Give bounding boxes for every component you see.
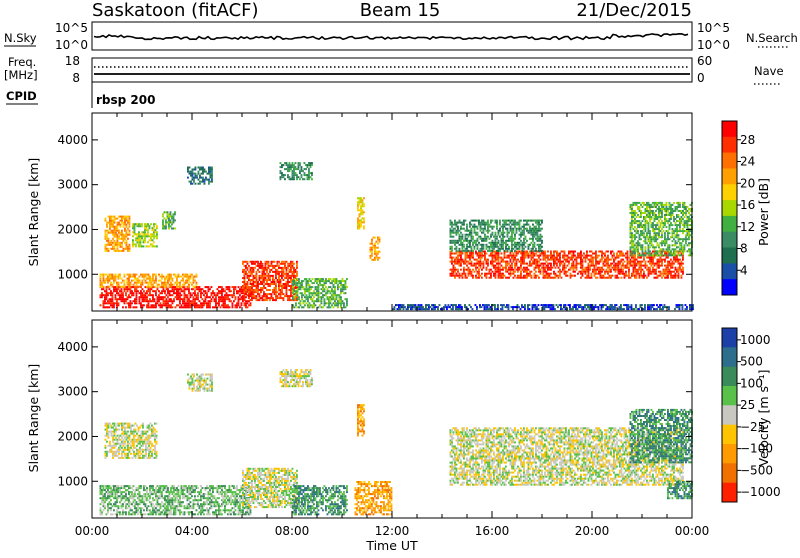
velocity-y-axis-label: Slant Range [km] — [26, 364, 41, 473]
power-colorbar-segment — [722, 248, 737, 264]
freq-tick-low: 8 — [72, 71, 80, 85]
time-tick-label: 20:00 — [575, 524, 610, 538]
power-colorbar-segment — [722, 232, 737, 248]
velocity-colorbar-segment — [722, 444, 737, 464]
power-colorbar-segment — [722, 184, 737, 200]
cpid-label: CPID — [6, 89, 37, 103]
velocity-colorbar-segment — [722, 425, 737, 445]
nsearch-label: N.Search — [746, 31, 798, 45]
power-ytick-label-3000: 3000 — [57, 178, 88, 192]
power-colorbar-label: Power [dB] — [756, 178, 771, 246]
power-ytick-label-2000: 2000 — [57, 222, 88, 236]
nsearch-tick-low: 10^0 — [697, 38, 730, 52]
velocity-colorbar-segment — [722, 386, 737, 406]
nsky-trace — [94, 34, 688, 40]
velocity-ytick-label-1000: 1000 — [57, 474, 88, 488]
power-colorbar-segment — [722, 216, 737, 232]
power-ytick-label-1000: 1000 — [57, 267, 88, 281]
time-tick-label: 16:00 — [475, 524, 510, 538]
freq-label: Freq. — [8, 55, 36, 69]
nsky-label: N.Sky — [4, 31, 37, 45]
power-ytick-label-4000: 4000 — [57, 133, 88, 147]
power-colorbar-tick-label: 4 — [740, 263, 748, 277]
power-colorbar: 28 24 20 16 12 8 4 — [722, 121, 755, 296]
power-colorbar-tick-label: 16 — [740, 198, 755, 212]
nave-label: Nave — [754, 64, 784, 78]
velocity-ytick-label-4000: 4000 — [57, 340, 88, 354]
velocity-colorbar-segment — [722, 328, 737, 348]
freq-tick-high: 18 — [65, 54, 80, 68]
power-colorbar-tick-label: 20 — [740, 176, 755, 190]
cpid-value: rbsp 200 — [96, 93, 155, 107]
velocity-colorbar-segment — [722, 483, 737, 503]
beam-title: Beam 15 — [360, 0, 441, 21]
nsky-tick-low: 10^0 — [55, 38, 88, 52]
time-tick-label: 04:00 — [175, 524, 210, 538]
date-title: 21/Dec/2015 — [576, 0, 692, 21]
power-colorbar-tick-label: 24 — [740, 155, 755, 169]
time-tick-label: 00:00 — [75, 524, 110, 538]
power-colorbar-segment — [722, 153, 737, 169]
velocity-colorbar-segment — [722, 405, 737, 425]
velocity-ytick-label-2000: 2000 — [57, 429, 88, 443]
time-tick-labels: 00:00 04:00 08:00 12:00 16:00 20:00 00:00 — [75, 524, 710, 538]
nsky-tick-high: 10^5 — [55, 21, 88, 35]
nsearch-tick-high: 10^5 — [697, 21, 730, 35]
x-axis-label: Time UT — [365, 538, 418, 553]
freq-panel-frame — [92, 58, 692, 82]
velocity-colorbar-segment — [722, 463, 737, 483]
velocity-colorbar-tick-label: −1000 — [740, 485, 781, 499]
freq-unit-label: [MHz] — [4, 68, 38, 82]
power-y-axis-label: Slant Range [km] — [26, 158, 41, 267]
station-title: Saskatoon (fitACF) — [92, 0, 259, 21]
nave-tick-high: 60 — [697, 54, 712, 68]
time-tick-label: 12:00 — [375, 524, 410, 538]
velocity-colorbar-tick-label: 1000 — [740, 333, 771, 347]
velocity-ytick-label-3000: 3000 — [57, 385, 88, 399]
power-echo-cells — [100, 162, 694, 310]
power-colorbar-segment — [722, 263, 737, 279]
time-tick-label: 08:00 — [275, 524, 310, 538]
velocity-echo-cells — [100, 369, 693, 515]
power-colorbar-tick-label: 28 — [740, 133, 755, 147]
power-colorbar-segment — [722, 279, 737, 295]
nsky-panel-frame — [92, 22, 692, 50]
power-colorbar-segment — [722, 200, 737, 216]
velocity-colorbar-label: Velocity [m s⁻¹] — [756, 369, 771, 466]
velocity-colorbar-segment — [722, 367, 737, 387]
power-colorbar-segment — [722, 121, 737, 137]
velocity-colorbar-segment — [722, 347, 737, 367]
power-colorbar-tick-label: 12 — [740, 220, 755, 234]
power-colorbar-segment — [722, 137, 737, 153]
time-tick-label: 00:00 — [675, 524, 710, 538]
nave-tick-low: 0 — [697, 71, 705, 85]
velocity-colorbar-tick-label: 500 — [740, 355, 763, 369]
velocity-colorbar-tick-label: 25 — [740, 398, 755, 412]
power-colorbar-tick-label: 8 — [740, 242, 748, 256]
power-colorbar-segment — [722, 169, 737, 185]
